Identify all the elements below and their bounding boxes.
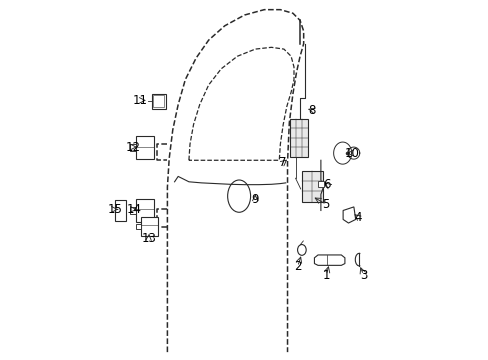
Bar [301,171,322,202]
Text: 14: 14 [126,203,141,216]
Bar [136,199,153,222]
Bar [152,94,165,109]
Text: 10: 10 [344,147,359,159]
Text: 9: 9 [251,193,259,206]
Text: 12: 12 [125,140,141,153]
Bar [290,119,307,157]
Text: 15: 15 [107,203,122,216]
Bar [140,217,158,237]
Bar [317,181,324,187]
Bar [136,224,140,229]
Bar [136,136,153,159]
Bar [153,95,164,107]
Bar [115,200,126,221]
Text: 7: 7 [279,156,286,169]
Text: 5: 5 [322,198,329,211]
Bar [130,207,136,214]
Text: 3: 3 [359,269,366,282]
Text: 6: 6 [323,178,330,191]
Text: 8: 8 [307,104,315,117]
Text: 2: 2 [293,260,301,273]
Text: 4: 4 [354,211,362,224]
Text: 11: 11 [133,94,148,107]
Text: 13: 13 [141,231,156,244]
Text: 1: 1 [322,269,329,282]
Bar [130,144,136,151]
